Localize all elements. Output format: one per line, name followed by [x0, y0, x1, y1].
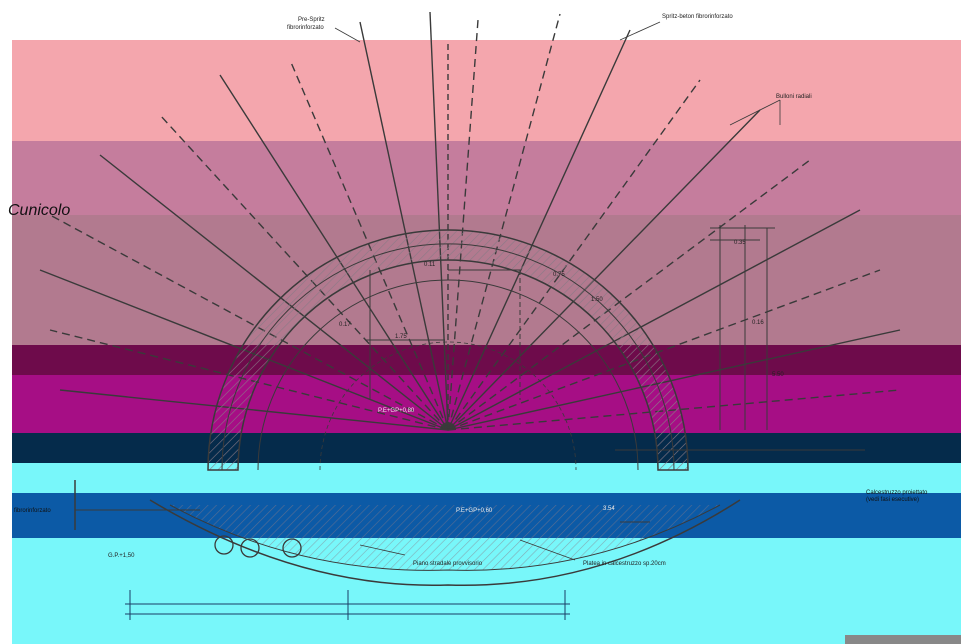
band-cyan-1 — [12, 463, 961, 493]
label-left-fibro: fibrorinforzato — [14, 508, 51, 514]
label-calcestruzzo-2: (vedi fasi esecutive) — [866, 497, 920, 503]
label-gp: G.P.+1,50 — [108, 553, 135, 559]
band-pink — [12, 40, 961, 141]
label-bulloni: Bulloni radiali — [776, 94, 812, 100]
band-magenta — [12, 375, 961, 433]
label-platea: Platea in calcestruzzo sp.20cm — [583, 561, 666, 567]
dim-016: 0.16 — [752, 320, 764, 326]
label-quota-2: P.E+GP+0,60 — [456, 508, 493, 514]
lining-ring — [207, 229, 689, 471]
radial-bolts — [39, 11, 901, 431]
label-pre-spritz-sub: fibrorinforzato — [287, 25, 324, 31]
dim-011: 0.11 — [424, 262, 436, 268]
corner-block — [845, 635, 961, 644]
label-calcestruzzo-1: Calcestruzzo proiettato — [866, 490, 928, 496]
dim-017: 0.17 — [339, 322, 351, 328]
band-navy — [12, 433, 961, 463]
drawing-title: Cunicolo — [8, 202, 71, 219]
drain-pipes — [214, 535, 302, 558]
dim-075: 0.75 — [553, 272, 565, 278]
dim-550: 5.50 — [772, 372, 784, 378]
label-quota-1: P.E+GP+0,80 — [378, 408, 415, 414]
dim-150: 1.50 — [591, 297, 603, 303]
label-pre-spritz: Pre-Spritz — [298, 17, 325, 23]
dim-175: 1.75 — [395, 334, 407, 340]
band-mauve — [12, 141, 961, 215]
invert — [149, 499, 741, 587]
dim-354: 3.54 — [603, 506, 615, 512]
bottom-dimensions — [125, 590, 570, 620]
right-dimensions — [615, 225, 865, 523]
label-spritz-beton: Spritz-beton fibrorinforzato — [662, 14, 733, 20]
dim-035: 0.35 — [734, 240, 746, 246]
label-piano-stradale: Piano stradale provvisorio — [413, 561, 483, 567]
